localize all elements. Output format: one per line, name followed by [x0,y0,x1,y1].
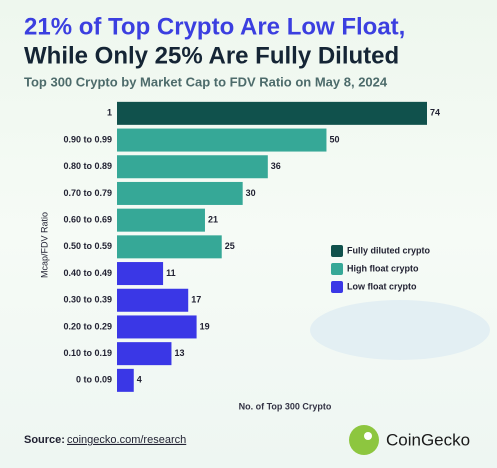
legend-label: Low float crypto [347,281,417,291]
source-url: coingecko.com/research [67,434,186,446]
data-label: 50 [329,134,339,144]
y-tick-label: 0.80 to 0.89 [63,161,112,171]
subtitle: Top 300 Crypto by Market Cap to FDV Rati… [24,74,388,89]
legend-label: Fully diluted crypto [347,245,431,255]
bar [117,288,189,312]
data-label: 74 [430,108,440,118]
decoration [310,300,490,360]
bar [117,368,134,392]
y-axis-label: Mcap/FDV Ratio [39,212,49,278]
bar [117,342,172,366]
legend-swatch [331,245,343,257]
logo-eye [364,432,372,440]
y-tick-label: 0.60 to 0.69 [63,215,112,225]
bar [117,181,243,205]
brand: CoinGecko [386,430,470,449]
legend-label: High float crypto [347,263,419,273]
data-label: 13 [174,348,184,358]
data-label: 17 [191,295,201,305]
y-tick-label: 0.20 to 0.29 [63,321,112,331]
y-tick-label: 0.10 to 0.19 [63,348,112,358]
data-label: 19 [200,321,210,331]
data-label: 21 [208,215,218,225]
y-tick-label: 0.50 to 0.59 [63,241,112,251]
data-label: 36 [271,161,281,171]
title-line2: While Only 25% Are Fully Diluted [24,42,399,69]
y-tick-label: 0 to 0.09 [76,375,112,385]
data-label: 25 [225,241,235,251]
y-tick-label: 0.40 to 0.49 [63,268,112,278]
bar [117,128,327,152]
y-tick-label: 0.30 to 0.39 [63,295,112,305]
y-tick-label: 0.90 to 0.99 [63,134,112,144]
bar [117,101,427,125]
bar [117,262,164,286]
x-axis-label: No. of Top 300 Crypto [239,401,332,411]
legend-swatch [331,281,343,293]
title-line1: 21% of Top Crypto Are Low Float, [24,13,405,40]
logo [349,425,379,455]
data-label: 30 [246,188,256,198]
data-label: 11 [166,268,176,278]
source-label: Source: [24,434,65,446]
y-tick-label: 1 [107,108,112,118]
bar [117,208,205,232]
bar [117,235,222,259]
data-label: 4 [137,375,142,385]
legend-swatch [331,263,343,275]
bar [117,155,268,179]
bar [117,315,197,339]
y-tick-label: 0.70 to 0.79 [63,188,112,198]
